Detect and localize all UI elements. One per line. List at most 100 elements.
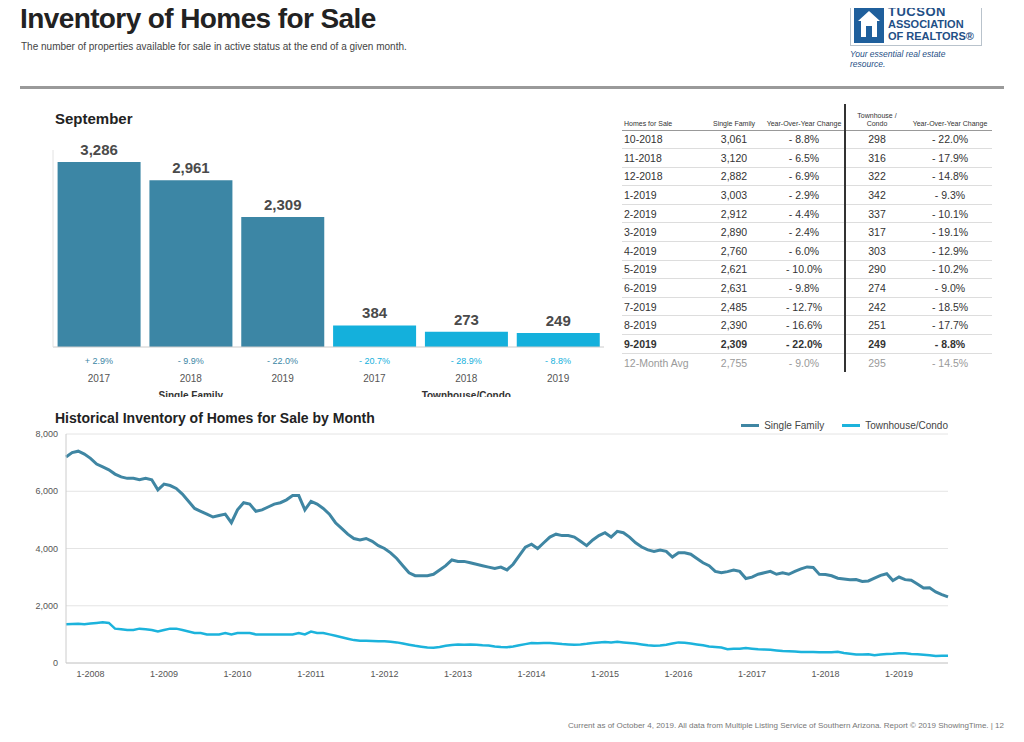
svg-text:1-2018: 1-2018 xyxy=(811,669,839,679)
svg-text:2018: 2018 xyxy=(180,373,203,384)
html-text:2,912: 2,912 xyxy=(720,207,748,220)
svg-text:2,000: 2,000 xyxy=(35,601,58,611)
html-text:- 17.9%: - 17.9% xyxy=(931,151,969,164)
html-text:- 19.1%: - 19.1% xyxy=(931,226,969,239)
svg-text:1-2019: 1-2019 xyxy=(885,669,913,679)
html-text:2,882: 2,882 xyxy=(720,170,748,183)
html-text:303: 303 xyxy=(868,244,886,257)
html-text:2,485: 2,485 xyxy=(720,300,748,313)
svg-text:2019: 2019 xyxy=(271,373,294,384)
html-text:9-2019: 9-2019 xyxy=(624,337,657,350)
html-text:TUCSON: TUCSON xyxy=(888,4,946,19)
html-text:- 10.0%: - 10.0% xyxy=(785,263,823,276)
svg-text:1-2015: 1-2015 xyxy=(591,669,619,679)
html-text:2,621: 2,621 xyxy=(720,263,748,276)
html-text:- 10.1%: - 10.1% xyxy=(931,207,969,220)
svg-text:1-2012: 1-2012 xyxy=(370,669,398,679)
html-text:Historical Inventory of Homes: Historical Inventory of Homes for Sale b… xyxy=(55,410,375,426)
svg-text:- 28.9%: - 28.9% xyxy=(451,356,482,366)
html-text:- 6.0%: - 6.0% xyxy=(788,244,820,257)
svg-text:1-2014: 1-2014 xyxy=(517,669,545,679)
html-text:337: 337 xyxy=(868,207,886,220)
html-text:12-Month Avg: 12-Month Avg xyxy=(624,356,689,369)
html-text:- 22.0%: - 22.0% xyxy=(931,133,969,146)
html-text:5-2019: 5-2019 xyxy=(624,263,657,276)
svg-text:384: 384 xyxy=(362,304,388,321)
html-text:- 12.9%: - 12.9% xyxy=(931,244,969,257)
html-text:Inventory of Homes for Sale: Inventory of Homes for Sale xyxy=(20,3,376,34)
svg-text:1-2016: 1-2016 xyxy=(664,669,692,679)
html-text:12-2018: 12-2018 xyxy=(624,170,663,183)
svg-text:+ 2.9%: + 2.9% xyxy=(85,356,113,366)
html-text:2,760: 2,760 xyxy=(720,244,748,257)
svg-text:2019: 2019 xyxy=(547,373,570,384)
html-text:290: 290 xyxy=(868,263,886,276)
svg-text:2,961: 2,961 xyxy=(172,159,210,176)
html-text:1-2019: 1-2019 xyxy=(624,189,657,202)
svg-text:Townhouse/Condo: Townhouse/Condo xyxy=(422,390,511,397)
html-text:10-2018: 10-2018 xyxy=(624,133,663,146)
html-text:4-2019: 4-2019 xyxy=(624,244,657,257)
html-text:- 8.8%: - 8.8% xyxy=(788,133,820,146)
html-text:2,309: 2,309 xyxy=(720,337,748,350)
html-text:298: 298 xyxy=(868,133,886,146)
svg-text:1-2009: 1-2009 xyxy=(150,669,178,679)
html-text:- 6.5%: - 6.5% xyxy=(788,151,820,164)
html-text:316: 316 xyxy=(868,151,886,164)
svg-text:249: 249 xyxy=(546,312,571,329)
svg-text:1-2017: 1-2017 xyxy=(738,669,766,679)
svg-text:2017: 2017 xyxy=(363,373,386,384)
html-text:317: 317 xyxy=(868,226,886,239)
html-text:- 2.9%: - 2.9% xyxy=(788,189,820,202)
html-text:242: 242 xyxy=(868,300,886,313)
svg-text:2017: 2017 xyxy=(88,373,111,384)
html-text:342: 342 xyxy=(868,189,886,202)
svg-text:1-2010: 1-2010 xyxy=(223,669,251,679)
svg-text:- 8.8%: - 8.8% xyxy=(545,356,571,366)
html-text:3,003: 3,003 xyxy=(720,189,748,202)
html-text:- 10.2%: - 10.2% xyxy=(931,263,969,276)
html-text:- 18.5%: - 18.5% xyxy=(931,300,969,313)
html-text:3-2019: 3-2019 xyxy=(624,226,657,239)
html-text:322: 322 xyxy=(868,170,886,183)
html-text:- 6.9%: - 6.9% xyxy=(788,170,820,183)
html-text:11-2018: 11-2018 xyxy=(624,151,662,164)
html-text:3,120: 3,120 xyxy=(720,151,748,164)
html-text:- 17.7%: - 17.7% xyxy=(931,319,969,332)
html-text:- 9.3%: - 9.3% xyxy=(934,189,966,202)
svg-text:- 22.0%: - 22.0% xyxy=(267,356,298,366)
svg-text:273: 273 xyxy=(454,311,479,328)
html-text:- 8.8%: - 8.8% xyxy=(934,337,966,350)
html-text:3,061: 3,061 xyxy=(720,133,748,146)
html-text:- 22.0%: - 22.0% xyxy=(785,337,823,350)
svg-text:0: 0 xyxy=(53,658,58,668)
svg-text:Single Family: Single Family xyxy=(159,390,224,397)
svg-text:1-2011: 1-2011 xyxy=(297,669,324,679)
html-text:8-2019: 8-2019 xyxy=(624,319,657,332)
svg-text:8,000: 8,000 xyxy=(35,429,58,439)
svg-text:- 9.9%: - 9.9% xyxy=(178,356,204,366)
svg-text:4,000: 4,000 xyxy=(35,544,58,554)
svg-text:6,000: 6,000 xyxy=(35,486,58,496)
svg-text:1-2008: 1-2008 xyxy=(76,669,104,679)
html-text:7-2019: 7-2019 xyxy=(624,300,657,313)
svg-text:3,286: 3,286 xyxy=(80,141,118,158)
html-text:September: September xyxy=(55,110,133,127)
html-text:251: 251 xyxy=(868,319,886,332)
html-text:- 16.6%: - 16.6% xyxy=(785,319,823,332)
html-text:2,890: 2,890 xyxy=(720,226,748,239)
html-text:Your essential real estate res: Your essential real estate resource. xyxy=(850,49,946,69)
svg-text:2,309: 2,309 xyxy=(264,196,302,213)
html-text:2,390: 2,390 xyxy=(720,319,748,332)
svg-text:1-2013: 1-2013 xyxy=(444,669,472,679)
html-text:- 12.7%: - 12.7% xyxy=(785,300,823,313)
html-text:- 4.4%: - 4.4% xyxy=(788,207,820,220)
svg-text:2018: 2018 xyxy=(455,373,478,384)
html-text:Townhouse / Condo: Townhouse / Condo xyxy=(857,111,897,127)
html-text:- 14.8%: - 14.8% xyxy=(931,170,969,183)
html-text:2,755: 2,755 xyxy=(720,356,748,369)
svg-text:- 20.7%: - 20.7% xyxy=(359,356,390,366)
html-text:249: 249 xyxy=(868,337,886,350)
html-text:2-2019: 2-2019 xyxy=(624,207,657,220)
html-text:- 2.4%: - 2.4% xyxy=(788,226,820,239)
